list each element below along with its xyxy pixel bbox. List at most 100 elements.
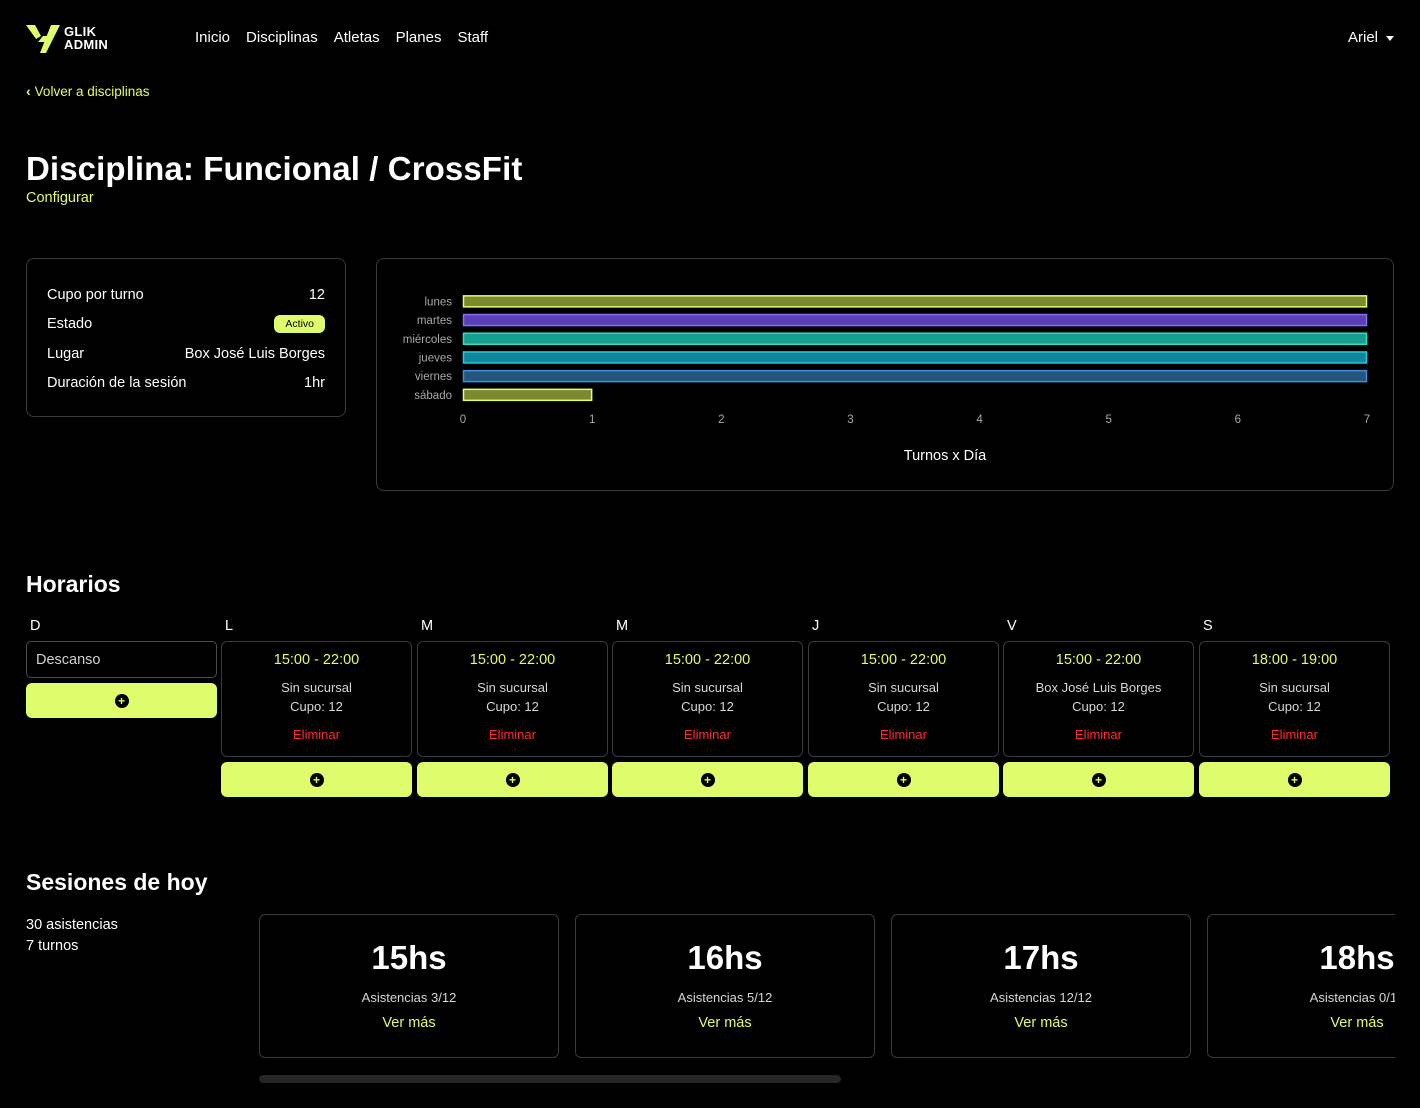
- glik-logo-icon: [26, 25, 60, 53]
- sesiones-title: Sesiones de hoy: [26, 869, 208, 895]
- configure-link[interactable]: Configurar: [26, 190, 94, 206]
- nav-link-planes[interactable]: Planes: [395, 29, 442, 46]
- slot-location: Sin sucursal: [281, 680, 352, 695]
- delete-slot-button[interactable]: Eliminar: [489, 727, 536, 742]
- plus-circle-icon: +: [700, 772, 715, 787]
- day-letter: L: [225, 618, 234, 634]
- schedule-slot-card: 15:00 - 22:00 Sin sucursal Cupo: 12 Elimina…: [417, 641, 608, 757]
- add-slot-button[interactable]: +: [417, 762, 608, 797]
- add-slot-button[interactable]: +: [612, 762, 803, 797]
- bar-viernes: [462, 369, 1368, 383]
- view-more-link[interactable]: Ver más: [1330, 1015, 1384, 1031]
- user-menu-dropdown[interactable]: Ariel: [1348, 29, 1394, 46]
- slot-capacity: Cupo: 12: [1072, 699, 1125, 714]
- x-tick-label: 6: [1235, 414, 1241, 426]
- back-to-disciplines-link[interactable]: ‹ Volver a disciplinas: [26, 83, 149, 99]
- delete-slot-button[interactable]: Eliminar: [293, 727, 340, 742]
- session-card: 16hs Asistencias 5/12 Ver más: [575, 914, 875, 1058]
- x-tick-label: 5: [1106, 414, 1112, 426]
- bar-lunes: [462, 295, 1368, 308]
- bar-martes: [462, 313, 1368, 327]
- sessions-carousel[interactable]: 15hs Asistencias 3/12 Ver más 16hs Asistenci…: [259, 914, 1395, 1060]
- view-more-link[interactable]: Ver más: [698, 1015, 752, 1031]
- y-tick-label: jueves: [418, 352, 452, 364]
- add-slot-button[interactable]: +: [26, 683, 217, 718]
- turnos-chart-card: lunes martes miércoles jueves viernes sábado 0…: [376, 258, 1394, 491]
- delete-slot-button[interactable]: Eliminar: [1075, 727, 1122, 742]
- x-tick-label: 4: [976, 414, 983, 426]
- plus-circle-icon: +: [896, 772, 911, 787]
- info-label: Duración de la sesión: [47, 375, 187, 392]
- session-card: 18hs Asistencias 0/12 Ver más: [1207, 914, 1395, 1058]
- brand-logo[interactable]: GLIK ADMIN: [26, 24, 126, 54]
- slot-capacity: Cupo: 12: [290, 699, 343, 714]
- session-attendance: Asistencias 0/12: [1309, 990, 1395, 1005]
- plus-circle-icon: +: [1091, 772, 1106, 787]
- day-letter: V: [1007, 618, 1017, 634]
- sessions-scrollbar[interactable]: [259, 1075, 841, 1083]
- delete-slot-button[interactable]: Eliminar: [880, 727, 927, 742]
- info-row-duracion: Duración de la sesión 1hr: [47, 369, 325, 399]
- session-attendance: Asistencias 12/12: [990, 990, 1092, 1005]
- nav-link-atletas[interactable]: Atletas: [333, 29, 380, 46]
- slot-time: 15:00 - 22:00: [469, 652, 556, 668]
- slot-time: 15:00 - 22:00: [860, 652, 947, 668]
- day-column: M 15:00 - 22:00 Sin sucursal Cupo: 12 Elimin…: [612, 618, 803, 797]
- add-slot-button[interactable]: +: [1003, 762, 1194, 797]
- nav-link-staff[interactable]: Staff: [457, 29, 489, 46]
- caret-down-icon: [1386, 35, 1394, 41]
- plus-circle-icon: +: [1287, 772, 1302, 787]
- discipline-info-card: Cupo por turno 12 Estado Activo Lugar Bo…: [26, 258, 346, 417]
- session-hour: 15hs: [371, 939, 447, 976]
- turnos-per-day-chart: lunes martes miércoles jueves viernes sábado 0…: [403, 295, 1370, 464]
- delete-slot-button[interactable]: Eliminar: [1271, 727, 1318, 742]
- session-hour: 18hs: [1319, 939, 1395, 976]
- slot-time: 15:00 - 22:00: [1055, 652, 1142, 668]
- view-more-link[interactable]: Ver más: [382, 1015, 436, 1031]
- plus-circle-icon: +: [114, 693, 129, 708]
- day-letter: S: [1203, 618, 1213, 634]
- page-title: Disciplina: Funcional / CrossFit: [26, 150, 523, 187]
- nav-link-inicio[interactable]: Inicio: [195, 29, 231, 46]
- y-tick-label: miércoles: [403, 334, 452, 346]
- day-column: V 15:00 - 22:00 Box José Luis Borges Cupo: …: [1003, 618, 1194, 797]
- day-letter: M: [616, 618, 629, 634]
- y-tick-label: lunes: [425, 296, 453, 308]
- plus-circle-icon: +: [309, 772, 324, 787]
- info-row-lugar: Lugar Box José Luis Borges: [47, 339, 325, 369]
- info-label: Lugar: [47, 345, 85, 362]
- view-more-link[interactable]: Ver más: [1014, 1015, 1068, 1031]
- slot-capacity: Cupo: 12: [486, 699, 539, 714]
- x-axis-label: Turnos x Día: [904, 448, 987, 464]
- turnos-total: 7 turnos: [26, 938, 79, 954]
- y-tick-label: martes: [417, 315, 452, 327]
- schedule-slot-card: 15:00 - 22:00 Sin sucursal Cupo: 12 Elimina…: [221, 641, 412, 757]
- day-letter: M: [421, 618, 434, 634]
- plus-circle-icon: +: [505, 772, 520, 787]
- info-label: Cupo por turno: [47, 286, 144, 303]
- day-letter: J: [812, 618, 820, 634]
- brand-line-1: GLIK: [64, 24, 97, 39]
- y-tick-label: sábado: [414, 390, 452, 402]
- x-tick-label: 7: [1364, 414, 1370, 426]
- chevron-left-icon: ‹: [26, 83, 31, 99]
- day-column: D Descanso +: [26, 618, 217, 718]
- add-slot-button[interactable]: +: [808, 762, 999, 797]
- slot-location: Sin sucursal: [477, 680, 548, 695]
- schedule-slot-card: 15:00 - 22:00 Box José Luis Borges Cupo: 1…: [1003, 641, 1194, 757]
- slot-capacity: Cupo: 12: [877, 699, 930, 714]
- session-attendance: Asistencias 3/12: [361, 990, 457, 1005]
- brand-name: GLIK ADMIN: [64, 25, 108, 51]
- delete-slot-button[interactable]: Eliminar: [684, 727, 731, 742]
- schedule-slot-card: 15:00 - 22:00 Sin sucursal Cupo: 12 Elimina…: [612, 641, 803, 757]
- add-slot-button[interactable]: +: [1199, 762, 1390, 797]
- bar-miércoles: [462, 332, 1368, 345]
- add-slot-button[interactable]: +: [221, 762, 412, 797]
- attendance-total: 30 asistencias: [26, 917, 118, 933]
- nav-link-disciplinas[interactable]: Disciplinas: [246, 29, 318, 46]
- slot-time: 18:00 - 19:00: [1251, 652, 1338, 668]
- info-label: Estado: [47, 316, 93, 333]
- rest-day-label: Descanso: [26, 641, 217, 678]
- slot-capacity: Cupo: 12: [681, 699, 734, 714]
- slot-time: 15:00 - 22:00: [273, 652, 360, 668]
